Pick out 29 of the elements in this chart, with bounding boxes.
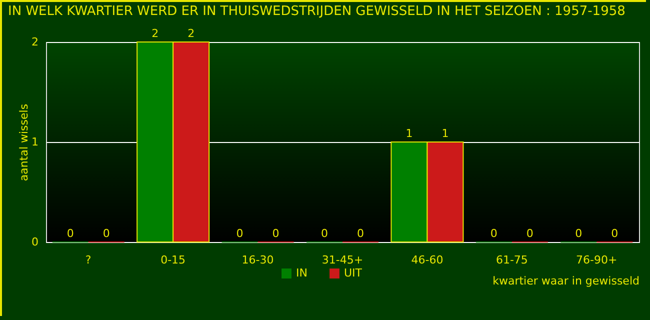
y-axis-title: aantal wissels bbox=[18, 104, 30, 182]
data-label: 0 bbox=[575, 227, 582, 240]
legend-label: IN bbox=[296, 266, 308, 280]
y-tick-label: 2 bbox=[32, 36, 38, 48]
x-axis-title: kwartier waar in gewisseld bbox=[492, 274, 640, 288]
x-tick-label: 31-45+ bbox=[322, 254, 364, 266]
data-label: 0 bbox=[357, 227, 364, 240]
data-label: 0 bbox=[526, 227, 534, 240]
x-tick-label: 16-30 bbox=[242, 254, 274, 266]
x-tick-label: 76-90+ bbox=[576, 254, 618, 266]
data-label: 1 bbox=[406, 127, 413, 140]
x-tick-label: 0-15 bbox=[160, 254, 186, 266]
data-label: 0 bbox=[611, 227, 618, 240]
data-label: 0 bbox=[66, 227, 74, 240]
data-label: 0 bbox=[102, 227, 110, 240]
data-label: 1 bbox=[442, 127, 449, 140]
data-label: 2 bbox=[188, 27, 195, 40]
data-label: 0 bbox=[321, 227, 328, 240]
legend-label: UIT bbox=[344, 266, 362, 280]
data-label: 0 bbox=[272, 227, 280, 240]
chart-title: IN WELK KWARTIER WERD ER IN THUISWEDSTRIJDEN GEWISSELD IN HET SEIZOEN : 1957-1958 bbox=[8, 4, 626, 19]
x-tick-label: 46-60 bbox=[411, 254, 444, 266]
y-tick-label: 0 bbox=[32, 236, 38, 248]
x-tick-label: 61-75 bbox=[496, 254, 528, 266]
y-tick-label: 1 bbox=[32, 136, 38, 148]
x-tick-label: ? bbox=[85, 254, 92, 266]
data-label: 2 bbox=[152, 27, 159, 40]
data-label: 0 bbox=[236, 227, 244, 240]
data-label: 0 bbox=[490, 227, 498, 240]
